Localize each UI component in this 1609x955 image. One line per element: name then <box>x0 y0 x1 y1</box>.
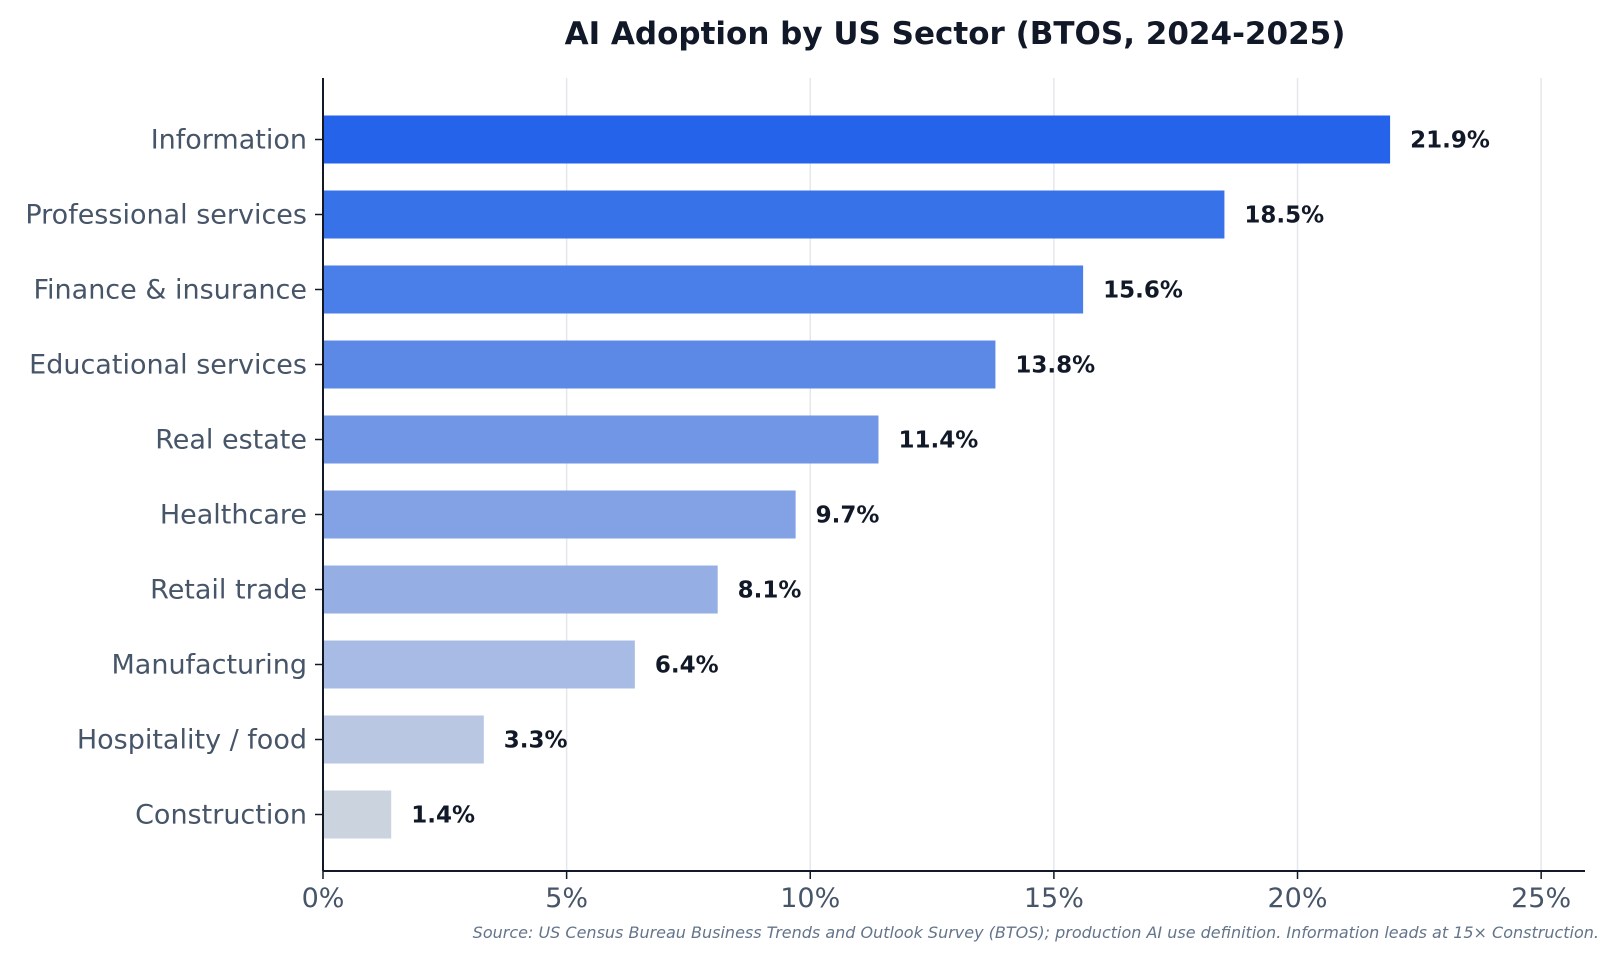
y-tick-label: Real estate <box>155 425 307 456</box>
y-tick-label: Healthcare <box>160 500 307 531</box>
bar-educational-services <box>323 340 996 389</box>
y-tick-label: Professional services <box>25 200 307 231</box>
data-label: 8.1% <box>738 578 802 604</box>
y-tick-label: Finance & insurance <box>33 275 307 306</box>
bar-healthcare <box>323 490 796 539</box>
x-tick-label: 25% <box>1511 883 1571 914</box>
y-tick-label: Information <box>151 125 307 156</box>
data-label: 11.4% <box>898 428 978 454</box>
data-label: 3.3% <box>504 728 568 754</box>
data-label: 9.7% <box>816 503 880 529</box>
bars <box>323 115 1391 839</box>
bar-information <box>323 115 1391 164</box>
y-tick-label: Construction <box>135 800 307 831</box>
x-tick-label: 5% <box>545 883 588 914</box>
bar-manufacturing <box>323 640 635 689</box>
data-labels: 21.9% 18.5% 15.6% 13.8% 11.4% 9.7% 8.1% 6.4% 3.3… <box>411 128 1490 829</box>
x-axis-ticks: 0% 5% 10% 15% 20% 25% <box>302 871 1571 914</box>
bar-professional-services <box>323 190 1225 239</box>
data-label: 1.4% <box>411 803 475 829</box>
bar-construction <box>323 790 392 839</box>
y-axis-ticks: Information Professional services Finance … <box>25 125 323 831</box>
source-footnote: Source: US Census Bureau Business Trends… <box>473 923 1599 942</box>
bar-real-estate <box>323 415 879 464</box>
bar-finance-insurance <box>323 265 1084 314</box>
data-label: 18.5% <box>1244 203 1324 229</box>
data-label: 6.4% <box>655 653 719 679</box>
y-tick-label: Educational services <box>29 350 307 381</box>
x-tick-label: 20% <box>1268 883 1328 914</box>
x-tick-label: 0% <box>302 883 345 914</box>
bar-retail-trade <box>323 565 718 614</box>
data-label: 13.8% <box>1015 353 1095 379</box>
y-tick-label: Manufacturing <box>111 650 307 681</box>
y-tick-label: Hospitality / food <box>77 725 307 756</box>
bar-hospitality-food <box>323 715 484 764</box>
data-label: 21.9% <box>1410 128 1490 154</box>
chart-title: AI Adoption by US Sector (BTOS, 2024-202… <box>565 16 1346 52</box>
data-label: 15.6% <box>1103 278 1183 304</box>
y-tick-label: Retail trade <box>150 575 307 606</box>
x-tick-label: 10% <box>780 883 840 914</box>
x-tick-label: 15% <box>1024 883 1084 914</box>
